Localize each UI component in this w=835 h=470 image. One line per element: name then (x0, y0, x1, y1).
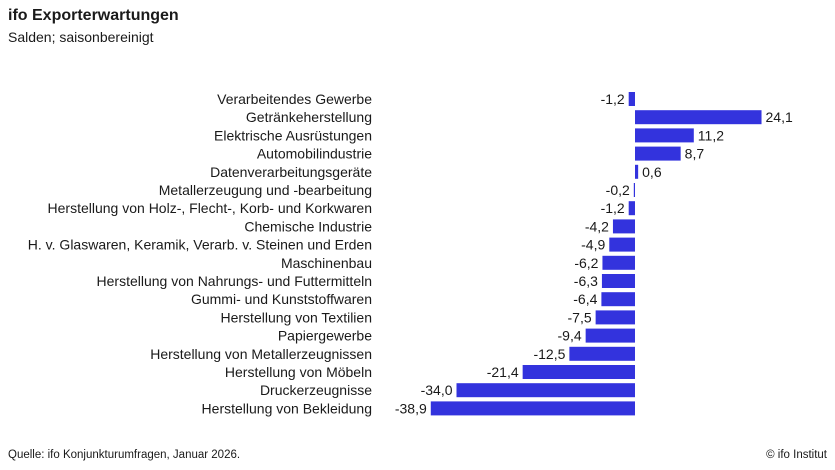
chart-subtitle: Salden; saisonbereinigt (8, 29, 154, 45)
value-label: 8,7 (685, 146, 705, 162)
value-label: -34,0 (421, 382, 453, 398)
value-label: -7,5 (568, 309, 592, 325)
category-label: Herstellung von Holz-, Flecht-, Korb- un… (48, 200, 372, 216)
bar (633, 183, 635, 197)
category-label: Maschinenbau (281, 255, 372, 271)
category-label: Verarbeitendes Gewerbe (217, 91, 372, 107)
bar (612, 219, 635, 234)
category-label: Herstellung von Metallerzeugnissen (150, 346, 372, 362)
value-label: -1,2 (601, 200, 625, 216)
bar (430, 401, 635, 416)
category-label: Herstellung von Textilien (221, 309, 373, 325)
bar (585, 328, 635, 343)
category-label: Getränkeherstellung (246, 109, 372, 125)
copyright-note: © ifo Institut (766, 449, 827, 461)
value-label: -38,9 (395, 400, 427, 416)
bar (635, 164, 639, 179)
bar (602, 255, 635, 270)
category-label: Herstellung von Nahrungs- und Futtermitt… (97, 273, 372, 289)
bar (601, 274, 635, 288)
category-label: H. v. Glaswaren, Keramik, Verarb. v. Ste… (28, 237, 372, 253)
bar (522, 365, 635, 379)
category-label: Herstellung von Möbeln (225, 364, 372, 380)
value-label: 11,2 (698, 127, 724, 143)
value-label: -6,2 (574, 255, 598, 271)
bar (635, 128, 694, 143)
category-label: Chemische Industrie (244, 218, 372, 234)
bar (635, 146, 681, 161)
category-label: Elektrische Ausrüstungen (214, 127, 372, 143)
category-label: Papiergewerbe (278, 328, 372, 344)
source-note: Quelle: ifo Konjunkturumfragen, Januar 2… (8, 449, 241, 461)
category-label: Gummi- und Kunststoffwaren (191, 291, 372, 307)
value-label: -0,2 (606, 182, 630, 198)
value-label: 0,6 (642, 164, 662, 180)
value-label: -21,4 (487, 364, 519, 380)
bar (628, 201, 635, 216)
value-label: 24,1 (766, 109, 793, 125)
value-label: -6,4 (573, 291, 597, 307)
value-label: -4,2 (585, 218, 609, 234)
bar (635, 110, 762, 125)
value-label: -1,2 (601, 91, 625, 107)
bar (595, 310, 635, 325)
value-label: -12,5 (533, 346, 565, 362)
category-label: Datenverarbeitungsgeräte (210, 164, 372, 180)
bar (628, 92, 635, 106)
category-label: Herstellung von Bekleidung (202, 400, 372, 416)
category-label: Metallerzeugung und -bearbeitung (159, 182, 372, 198)
bar (601, 292, 635, 307)
chart-title: ifo Exporterwartungen (8, 7, 179, 24)
value-label: -9,4 (558, 328, 582, 344)
category-label: Automobilindustrie (257, 146, 372, 162)
value-label: -6,3 (574, 273, 598, 289)
category-label: Druckerzeugnisse (260, 382, 372, 398)
bar (456, 383, 635, 398)
bar (609, 237, 635, 252)
bar (569, 346, 635, 361)
value-label: -4,9 (581, 237, 605, 253)
